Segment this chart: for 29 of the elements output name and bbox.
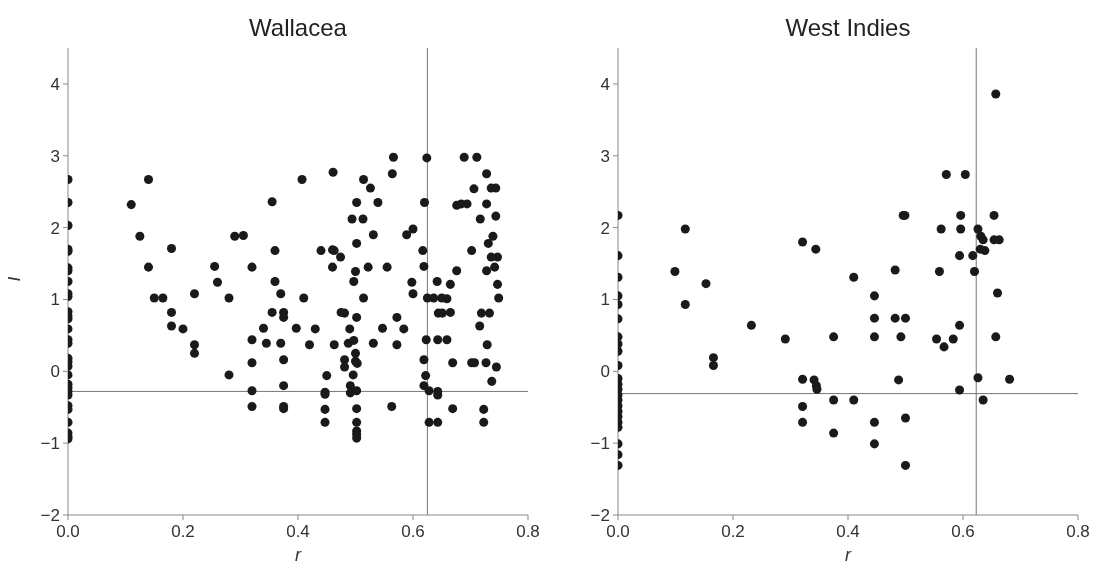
y-tick-label: −2	[40, 506, 60, 525]
x-tick-label: 0.4	[836, 522, 860, 541]
x-tick-label: 0.2	[721, 522, 745, 541]
y-tick-label: 2	[600, 218, 610, 238]
y-tick-label: 4	[600, 74, 610, 94]
x-tick-label: 0.6	[951, 522, 975, 541]
y-tick-label: 2	[50, 218, 60, 238]
y-tick-label: 1	[50, 290, 60, 310]
x-tick-label: 0.2	[171, 522, 195, 541]
y-tick-label: 4	[50, 74, 60, 94]
x-axis-title: r	[295, 545, 302, 561]
y-tick-label: 0	[600, 362, 610, 382]
x-tick-label: 0.6	[401, 522, 425, 541]
y-tick-label: −2	[590, 506, 610, 525]
y-tick-label: −1	[40, 434, 60, 454]
x-tick-label: 0.8	[1066, 522, 1090, 541]
y-tick-label: 0	[50, 362, 60, 382]
x-axis-title: r	[845, 545, 852, 561]
chart-title: Wallacea	[248, 14, 348, 42]
y-tick-label: 1	[600, 290, 610, 310]
y-tick-label: −1	[590, 434, 610, 454]
x-tick-label: 0.4	[286, 522, 310, 541]
chart-title: West Indies	[784, 14, 912, 42]
y-axis-title: I	[4, 276, 25, 282]
x-tick-label: 0.0	[56, 522, 80, 541]
x-tick-label: 0.8	[516, 522, 540, 541]
y-tick-label: 3	[50, 146, 60, 166]
x-tick-label: 0.0	[606, 522, 630, 541]
y-tick-label: 3	[600, 146, 610, 166]
